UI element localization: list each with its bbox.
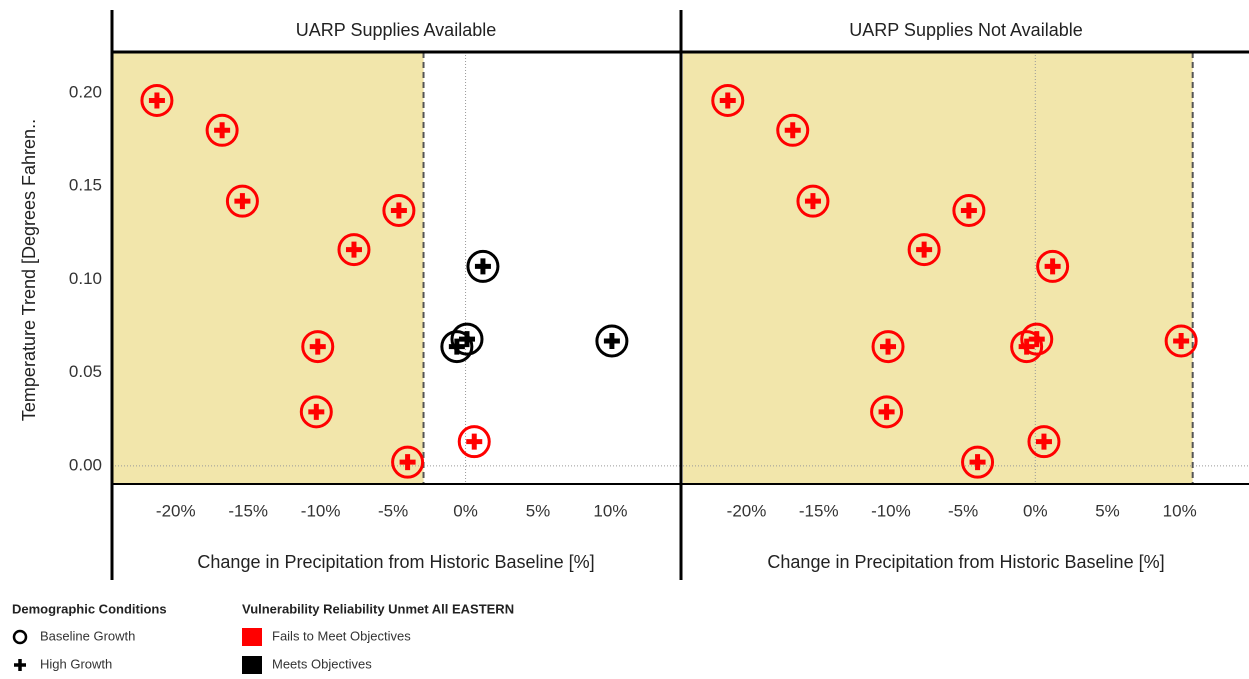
x-tick-label: 5% — [1095, 501, 1120, 520]
x-tick-label: 5% — [526, 501, 551, 520]
legend-label: Meets Objectives — [272, 656, 372, 671]
point-plus — [719, 92, 736, 109]
panel-title: UARP Supplies Not Available — [849, 20, 1082, 40]
point-ring — [301, 330, 335, 364]
point-plus — [234, 193, 251, 210]
x-tick-label: -15% — [228, 501, 268, 520]
shaded-region — [683, 52, 1193, 484]
y-tick-label: 0.05 — [69, 362, 102, 381]
legend-swatch — [242, 628, 262, 646]
point-ring — [299, 395, 333, 429]
x-axis-label: Change in Precipitation from Historic Ba… — [767, 552, 1164, 572]
point-plus — [390, 202, 407, 219]
point-plus — [916, 241, 933, 258]
y-tick-label: 0.10 — [69, 269, 102, 288]
x-tick-label: -10% — [871, 501, 911, 520]
y-axis-label: Temperature Trend [Degrees Fahren.. — [19, 119, 39, 421]
point-plus — [1044, 258, 1061, 275]
point-ring — [796, 184, 830, 218]
x-axis-label: Change in Precipitation from Historic Ba… — [197, 552, 594, 572]
point-ring — [440, 330, 474, 364]
legend-label: Fails to Meet Objectives — [272, 628, 411, 643]
point-ring — [595, 324, 629, 358]
legend-title: Demographic Conditions — [12, 601, 167, 616]
point-plus — [148, 92, 165, 109]
point-ring — [961, 445, 995, 479]
point-plus — [969, 454, 986, 471]
legend-label: High Growth — [40, 656, 112, 671]
point-ring — [205, 113, 239, 147]
point-plus — [960, 202, 977, 219]
point-ring — [1164, 324, 1198, 358]
series — [440, 249, 629, 364]
point-plus — [1035, 433, 1052, 450]
point-plus — [448, 338, 465, 355]
point-ring — [457, 425, 491, 459]
point-ring — [466, 249, 500, 283]
point-ring — [1036, 249, 1070, 283]
y-tick-label: 0.15 — [69, 176, 102, 195]
series — [140, 83, 491, 479]
point-ring — [870, 395, 904, 429]
point-plus — [214, 122, 231, 139]
point-ring — [450, 322, 484, 356]
series — [711, 83, 1198, 479]
y-tick-label: 0.00 — [69, 455, 102, 474]
x-tick-label: -5% — [378, 501, 408, 520]
y-tick-label: 0.20 — [69, 83, 102, 102]
point-plus — [1173, 332, 1190, 349]
point-plus — [880, 338, 897, 355]
point-ring — [1027, 425, 1061, 459]
point-plus — [784, 122, 801, 139]
x-tick-label: 0% — [453, 501, 478, 520]
point-ring — [337, 233, 371, 267]
x-tick-label: -20% — [727, 501, 767, 520]
point-plus — [466, 433, 483, 450]
point-ring — [382, 193, 416, 227]
point-ring — [391, 445, 425, 479]
point-plus — [603, 332, 620, 349]
point-plus — [399, 454, 416, 471]
point-plus — [878, 403, 895, 420]
point-ring — [225, 184, 259, 218]
x-tick-label: -15% — [799, 501, 839, 520]
shaded-region — [112, 52, 424, 484]
x-tick-label: 10% — [1163, 501, 1197, 520]
x-tick-label: -5% — [948, 501, 978, 520]
point-ring — [907, 233, 941, 267]
point-ring — [871, 330, 905, 364]
legend-swatch — [242, 656, 262, 674]
point-plus — [309, 338, 326, 355]
legend-label: Baseline Growth — [40, 628, 135, 643]
x-tick-label: -10% — [301, 501, 341, 520]
point-plus — [345, 241, 362, 258]
legend-plus — [14, 659, 26, 671]
legend-title: Vulnerability Reliability Unmet All EAST… — [242, 601, 514, 616]
legend-circle — [12, 629, 28, 645]
point-plus — [308, 403, 325, 420]
x-tick-label: -20% — [156, 501, 196, 520]
x-tick-label: 0% — [1023, 501, 1048, 520]
point-ring — [711, 83, 745, 117]
point-ring — [952, 193, 986, 227]
point-plus — [474, 258, 491, 275]
point-ring — [1020, 322, 1054, 356]
point-plus — [804, 193, 821, 210]
point-ring — [1010, 330, 1044, 364]
point-ring — [776, 113, 810, 147]
x-tick-label: 10% — [593, 501, 627, 520]
panel-title: UARP Supplies Available — [296, 20, 496, 40]
point-ring — [140, 83, 174, 117]
point-plus — [1018, 338, 1035, 355]
